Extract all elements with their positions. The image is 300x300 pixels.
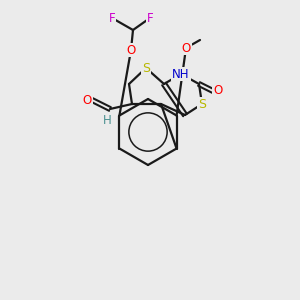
Text: O: O [182,41,190,55]
Text: O: O [213,85,223,98]
Text: S: S [198,98,206,110]
Text: S: S [142,61,150,74]
Text: H: H [103,115,111,128]
Text: F: F [147,11,153,25]
Text: F: F [109,11,115,25]
Text: NH: NH [172,68,190,80]
Text: O: O [82,94,91,106]
Text: methoxy: methoxy [189,45,195,46]
Text: O: O [126,44,136,56]
